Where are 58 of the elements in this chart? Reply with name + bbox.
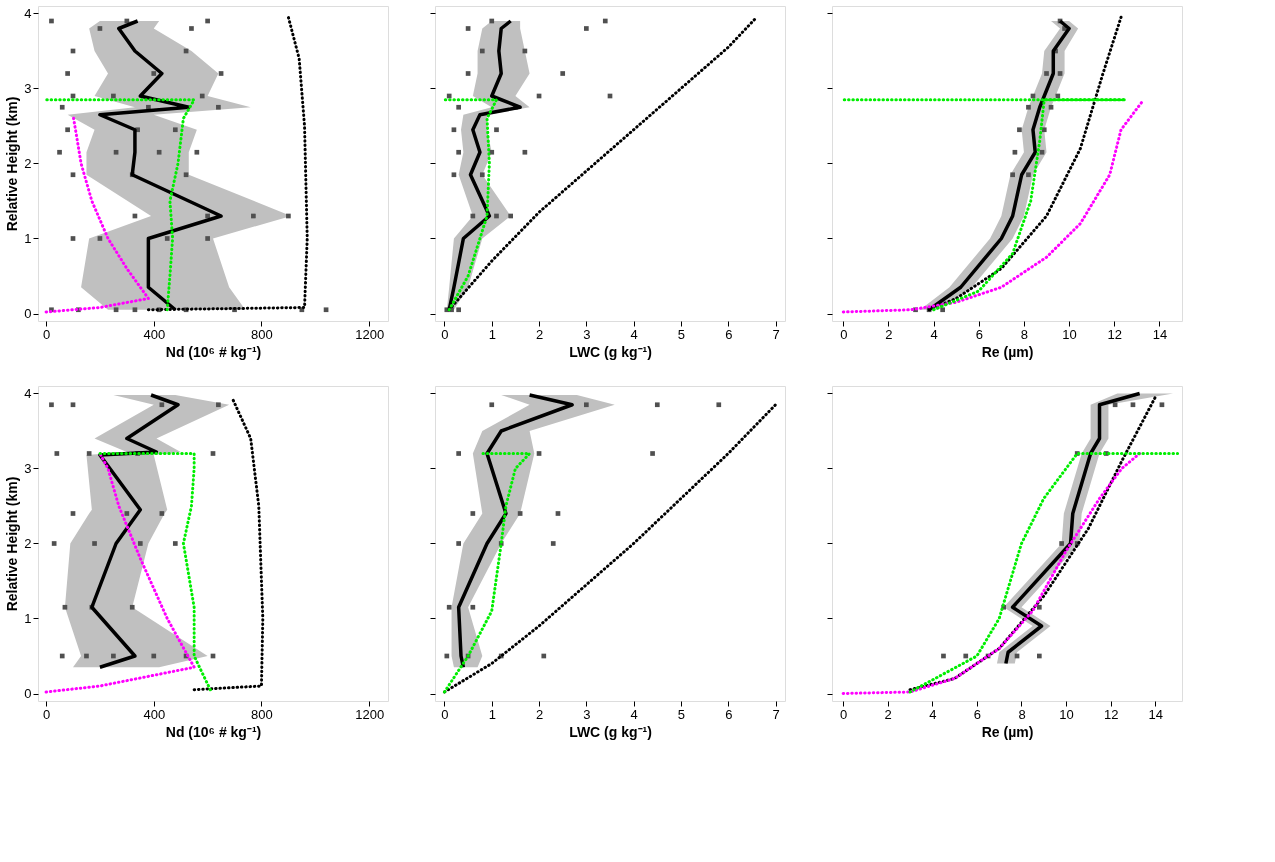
y-tick-label: 0 (24, 306, 32, 321)
x-tick-label: 2 (535, 706, 544, 722)
x-axis-title: Nd (10⁶ # kg⁻¹) (165, 723, 262, 740)
x-tick-label: 4 (930, 326, 938, 342)
x-tick-label: 1200 (355, 326, 385, 342)
x-tick-label: 8 (1020, 326, 1029, 342)
x-tick-label: 7 (772, 326, 780, 342)
x-tick-label: 400 (143, 326, 166, 342)
y-tick-label: 1 (24, 611, 32, 626)
x-tick-label: 6 (975, 326, 983, 342)
x-tick-label: 6 (973, 706, 982, 722)
x-tick-label: 1 (488, 326, 496, 342)
x-tick-label: 12 (1103, 706, 1119, 722)
x-tick-label: 6 (725, 326, 733, 342)
y-tick-label: 2 (24, 536, 32, 551)
x-tick-label: 2 (535, 326, 544, 342)
y-tick-label: 4 (24, 386, 32, 401)
x-tick-label: 0 (840, 326, 848, 342)
x-axis-title: Re (µm) (981, 343, 1034, 360)
x-tick-label: 6 (725, 706, 733, 722)
y-axis-title: Relative Height (km) (4, 96, 21, 232)
x-tick-label: 0 (42, 706, 51, 722)
x-tick-label: 10 (1059, 706, 1074, 722)
y-tick-label: 1 (24, 231, 32, 246)
x-tick-label: 8 (1018, 706, 1026, 722)
x-axis-title: Nd (10⁶ # kg⁻¹) (165, 343, 262, 360)
x-tick-label: 1200 (355, 706, 385, 722)
x-axis-title: Re (µm) (981, 723, 1034, 740)
x-tick-label: 0 (840, 706, 848, 722)
x-tick-label: 2 (885, 326, 893, 342)
x-tick-label: 4 (630, 706, 638, 722)
x-tick-label: 5 (677, 326, 686, 342)
x-tick-label: 2 (884, 706, 892, 722)
x-axis-title: LWC (g kg⁻¹) (569, 723, 652, 740)
x-tick-label: 3 (583, 706, 591, 722)
x-tick-label: 1 (488, 706, 496, 722)
x-axis-title: LWC (g kg⁻¹) (569, 343, 652, 360)
x-tick-label: 10 (1062, 326, 1077, 342)
y-tick-label: 2 (24, 156, 32, 171)
x-tick-label: 4 (630, 326, 638, 342)
x-tick-label: 14 (1148, 706, 1163, 722)
x-tick-label: 5 (677, 706, 686, 722)
x-tick-label: 4 (929, 706, 937, 722)
x-tick-label: 400 (143, 706, 166, 722)
x-tick-label: 0 (441, 706, 449, 722)
y-tick-label: 4 (24, 6, 32, 21)
x-tick-label: 0 (441, 326, 449, 342)
y-tick-label: 0 (24, 686, 32, 701)
x-tick-label: 7 (772, 706, 780, 722)
x-tick-label: 14 (1152, 326, 1168, 342)
x-tick-label: 800 (251, 706, 273, 722)
y-axis-title: Relative Height (km) (4, 476, 21, 612)
x-tick-label: 12 (1107, 326, 1122, 342)
y-tick-label: 3 (24, 461, 32, 476)
y-tick-label: 3 (24, 81, 32, 96)
x-tick-label: 0 (42, 326, 51, 342)
x-tick-label: 800 (251, 326, 273, 342)
x-tick-label: 3 (583, 326, 591, 342)
